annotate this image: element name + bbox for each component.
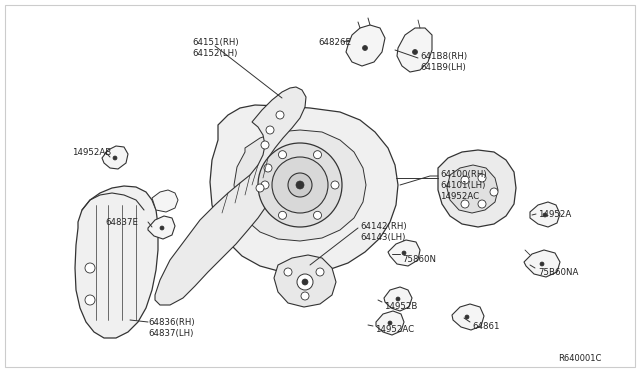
Circle shape [266,126,274,134]
Circle shape [302,279,308,285]
Circle shape [85,263,95,273]
Text: R640001C: R640001C [558,354,602,363]
Polygon shape [148,216,175,239]
Circle shape [314,211,321,219]
Text: 14952AB: 14952AB [72,148,111,157]
Circle shape [276,111,284,119]
Circle shape [296,181,304,189]
Circle shape [465,315,469,319]
Text: 64837(LH): 64837(LH) [148,329,193,338]
Circle shape [388,321,392,325]
Text: 64861: 64861 [472,322,499,331]
Text: 64826E: 64826E [318,38,351,47]
Polygon shape [346,25,385,66]
Polygon shape [274,255,336,307]
Circle shape [288,173,312,197]
Polygon shape [234,130,366,241]
Circle shape [478,174,486,182]
Circle shape [264,164,272,172]
Text: 64142(RH): 64142(RH) [360,222,406,231]
Circle shape [413,49,417,55]
Polygon shape [452,304,484,330]
Polygon shape [152,190,178,212]
Text: 641B9(LH): 641B9(LH) [420,63,466,72]
Text: 64837E: 64837E [105,218,138,227]
Polygon shape [210,105,398,273]
Circle shape [261,181,269,189]
Circle shape [331,181,339,189]
Circle shape [314,151,321,159]
Circle shape [113,156,117,160]
Circle shape [396,297,400,301]
Text: 64101(LH): 64101(LH) [440,181,485,190]
Polygon shape [102,146,128,169]
Polygon shape [524,250,560,277]
Circle shape [261,141,269,149]
Circle shape [284,268,292,276]
Text: 75860N: 75860N [402,255,436,264]
Circle shape [278,211,287,219]
Text: 64151(RH): 64151(RH) [192,38,239,47]
Circle shape [490,188,498,196]
Text: 14952AC: 14952AC [440,192,479,201]
Circle shape [461,176,469,184]
Text: 64100(RH): 64100(RH) [440,170,486,179]
Text: 64836(RH): 64836(RH) [148,318,195,327]
Text: 75B60NA: 75B60NA [538,268,579,277]
Circle shape [316,268,324,276]
Circle shape [540,262,544,266]
Circle shape [278,151,287,159]
Circle shape [362,45,367,51]
Text: 14952AC: 14952AC [375,325,414,334]
Circle shape [256,184,264,192]
Polygon shape [75,186,158,338]
Polygon shape [384,287,412,311]
Circle shape [85,295,95,305]
Polygon shape [447,165,498,213]
Text: 14952B: 14952B [384,302,417,311]
Text: 641B8(RH): 641B8(RH) [420,52,467,61]
Polygon shape [376,311,404,335]
Circle shape [258,143,342,227]
Polygon shape [388,240,420,266]
Circle shape [301,292,309,300]
Circle shape [160,226,164,230]
Polygon shape [397,28,432,72]
Text: 64143(LH): 64143(LH) [360,233,405,242]
Circle shape [461,200,469,208]
Text: 14952A: 14952A [538,210,572,219]
Text: 64152(LH): 64152(LH) [192,49,237,58]
Circle shape [272,157,328,213]
Polygon shape [530,202,560,227]
Circle shape [402,251,406,255]
Circle shape [297,274,313,290]
Circle shape [478,200,486,208]
Circle shape [543,213,547,217]
Polygon shape [438,150,516,227]
Polygon shape [155,87,306,305]
